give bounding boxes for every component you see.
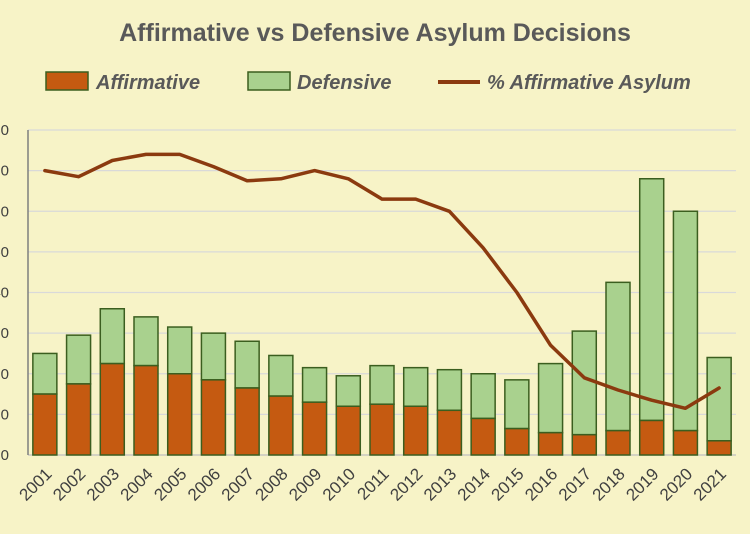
y-tick-label: 20: [0, 366, 9, 383]
bar-affirmative: [706, 440, 732, 456]
bar-defensive: [672, 210, 699, 432]
bar-affirmative: [638, 419, 665, 456]
bar-affirmative: [65, 383, 92, 456]
bar-affirmative: [672, 429, 699, 456]
bar-defensive: [133, 316, 159, 367]
bar-affirmative: [335, 405, 362, 456]
bar-affirmative: [234, 387, 260, 456]
y-axis-tick-labels: 0 10 20 30 40 50 60 70 80: [0, 122, 9, 464]
bar-affirmative: [537, 431, 564, 456]
bar-affirmative: [369, 403, 395, 456]
bar-affirmative: [504, 427, 530, 456]
bar-defensive: [537, 362, 564, 434]
bar-defensive: [301, 366, 328, 403]
percent-affirmative-line: [43, 152, 721, 411]
y-tick-label: 70: [0, 163, 9, 180]
bar-affirmative: [99, 362, 126, 456]
y-tick-label: 50: [0, 244, 9, 261]
legend-swatch-defensive: [247, 71, 291, 91]
legend-label-percent: % Affirmative Asylum: [487, 72, 691, 94]
bar-defensive: [335, 375, 362, 407]
bar-defensive: [638, 178, 665, 422]
bar-affirmative: [166, 373, 193, 456]
bar-affirmative: [571, 433, 598, 456]
bar-affirmative: [436, 409, 463, 456]
bar-defensive: [436, 368, 463, 412]
legend-label-defensive: Defensive: [297, 72, 392, 94]
bar-defensive: [605, 281, 631, 432]
bar-defensive: [706, 356, 732, 442]
legend-swatch-affirmative: [45, 71, 89, 91]
bar-affirmative: [301, 401, 328, 456]
bar-affirmative: [32, 393, 58, 456]
bar-defensive: [571, 330, 598, 436]
bar-affirmative: [133, 364, 159, 456]
bar-defensive: [65, 334, 92, 385]
bar-defensive: [32, 352, 58, 395]
y-tick-label: 40: [0, 285, 9, 302]
bar-affirmative: [402, 405, 429, 456]
y-tick-label: 80: [0, 122, 9, 139]
bar-defensive: [369, 364, 395, 405]
bar-defensive: [99, 308, 126, 365]
bar-affirmative: [200, 379, 227, 456]
y-tick-label: 60: [0, 203, 9, 220]
percent-line: [43, 152, 721, 411]
bar-defensive: [234, 340, 260, 389]
bar-affirmative: [605, 429, 631, 456]
chart-title: Affirmative vs Defensive Asylum Decision…: [119, 19, 631, 47]
bar-affirmative: [470, 417, 496, 456]
legend: Affirmative Defensive % Affirmative Asyl…: [45, 71, 691, 94]
y-tick-label: 0: [1, 447, 9, 464]
bar-defensive: [470, 373, 496, 420]
bar-defensive: [402, 366, 429, 407]
bar-defensive: [200, 332, 227, 381]
bar-affirmative: [268, 395, 294, 456]
y-tick-label: 10: [0, 406, 9, 423]
y-tick-label: 30: [0, 325, 9, 342]
bar-defensive: [268, 354, 294, 397]
bar-defensive: [166, 326, 193, 375]
bar-defensive: [504, 379, 530, 430]
legend-label-affirmative: Affirmative: [95, 72, 200, 94]
bars: [32, 178, 732, 456]
